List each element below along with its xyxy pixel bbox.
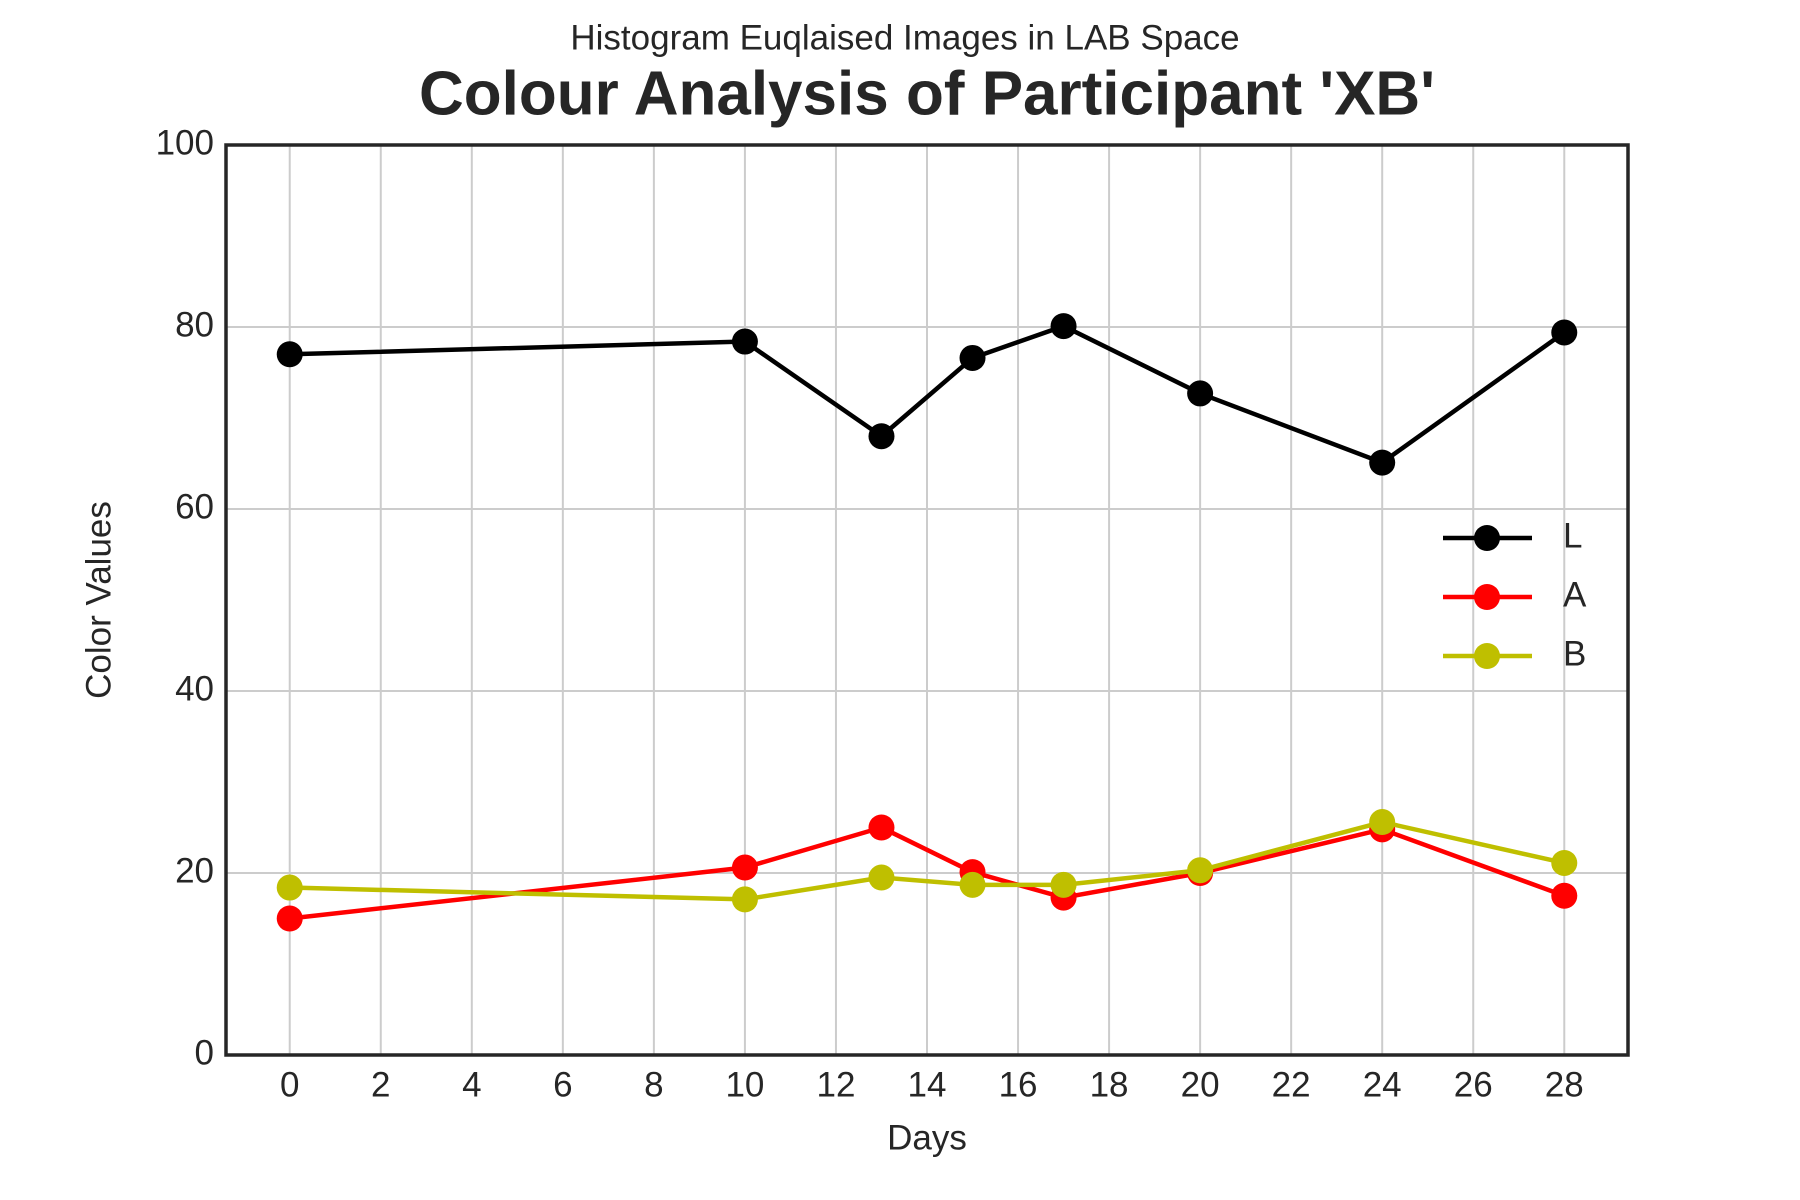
data-point <box>1369 449 1396 476</box>
data-point <box>1369 809 1396 836</box>
x-tick-label: 8 <box>644 1065 663 1104</box>
data-point <box>1551 319 1578 346</box>
series-line <box>289 323 1566 466</box>
x-tick-label: 12 <box>816 1065 855 1104</box>
y-tick-label: 80 <box>175 305 214 344</box>
legend-marker <box>1474 643 1500 669</box>
legend-marker <box>1474 525 1500 551</box>
x-tick-label: 22 <box>1272 1065 1311 1104</box>
data-point <box>959 344 986 371</box>
x-tick-label: 14 <box>908 1065 947 1104</box>
data-point <box>1050 871 1077 898</box>
x-tick-label: 0 <box>280 1065 299 1104</box>
data-point <box>1551 882 1578 909</box>
y-tick-label: 20 <box>175 851 214 890</box>
x-tick-label: 24 <box>1363 1065 1402 1104</box>
y-tick-label: 0 <box>195 1033 214 1072</box>
legend-label: A <box>1563 575 1587 614</box>
x-tick-label: 4 <box>462 1065 481 1104</box>
data-point <box>276 874 303 901</box>
legend-label: B <box>1563 634 1586 673</box>
data-point <box>1187 857 1214 884</box>
data-point <box>276 341 303 368</box>
y-axis-label: Color Values <box>79 501 118 699</box>
chart-title: Colour Analysis of Participant 'XB' <box>419 59 1435 128</box>
x-tick-label: 18 <box>1090 1065 1129 1104</box>
x-tick-label: 10 <box>725 1065 764 1104</box>
x-tick-label: 6 <box>553 1065 572 1104</box>
chart-subtitle: Histogram Euqlaised Images in LAB Space <box>570 18 1239 57</box>
data-point <box>868 814 895 841</box>
data-point <box>1551 849 1578 876</box>
data-point <box>1187 380 1214 407</box>
x-tick-label: 20 <box>1181 1065 1220 1104</box>
data-point <box>731 328 758 355</box>
y-tick-label: 100 <box>156 123 214 162</box>
x-tick-label: 16 <box>999 1065 1038 1104</box>
y-tick-label: 40 <box>175 669 214 708</box>
y-tick-label: 60 <box>175 487 214 526</box>
x-tick-label: 26 <box>1454 1065 1493 1104</box>
plot-frame <box>224 143 1630 1057</box>
x-axis-label: Days <box>887 1118 967 1157</box>
x-tick-label: 2 <box>371 1065 390 1104</box>
data-point <box>868 864 895 891</box>
data-point <box>731 886 758 913</box>
series-line <box>289 819 1565 902</box>
legend-label: L <box>1563 516 1582 555</box>
data-point <box>731 854 758 881</box>
x-tick-label: 28 <box>1545 1065 1584 1104</box>
legend-marker <box>1474 584 1500 610</box>
data-point <box>868 423 895 450</box>
data-point <box>959 871 986 898</box>
data-point <box>276 905 303 932</box>
data-point <box>1050 313 1077 340</box>
